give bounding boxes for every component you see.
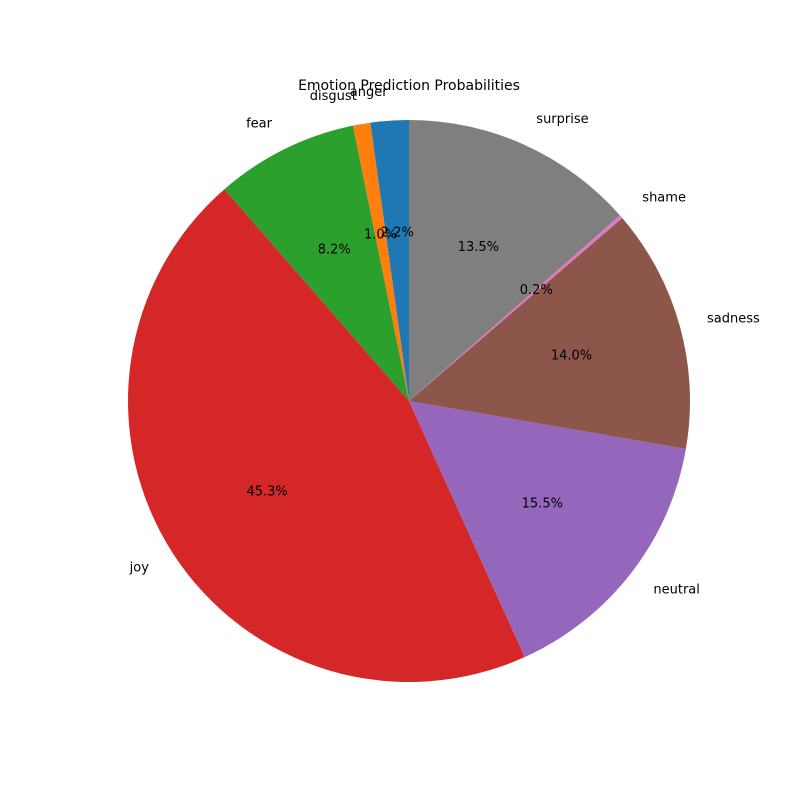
pie-slice-surprise [409,120,620,401]
pie-slice-joy [128,189,525,683]
pie-slice-disgust [352,122,409,401]
slice-label-sadness: sadness [707,311,760,326]
slice-pct-shame: 0.2% [520,283,553,298]
slice-pct-joy: 45.3% [246,485,287,500]
slice-pct-surprise: 13.5% [458,240,499,255]
slice-label-neutral: neutral [653,583,700,598]
slice-pct-fear: 8.2% [318,242,351,257]
pie-slice-sadness [409,218,690,449]
slice-label-surprise: surprise [536,112,588,127]
chart-title: Emotion Prediction Probabilities [298,78,520,94]
pie-labels: anger 2.2% disgust 1.0% fear 8.2% joy 45.3% neut… [129,85,760,598]
slice-label-anger: anger [350,85,388,100]
slice-pct-neutral: 15.5% [522,497,563,512]
slice-pct-anger: 2.2% [381,225,414,240]
slice-label-fear: fear [246,116,273,131]
pie-slice-shame [409,215,623,401]
pie-slice-fear [224,125,409,402]
slice-label-joy: joy [129,561,150,576]
slice-pct-disgust: 1.0% [364,227,397,242]
pie-slice-anger [370,120,409,401]
slice-label-shame: shame [642,191,686,206]
pie-slice-neutral [409,401,686,658]
slice-pct-sadness: 14.0% [551,349,592,364]
pie-slices [128,120,690,683]
slice-label-disgust: disgust [310,89,357,104]
